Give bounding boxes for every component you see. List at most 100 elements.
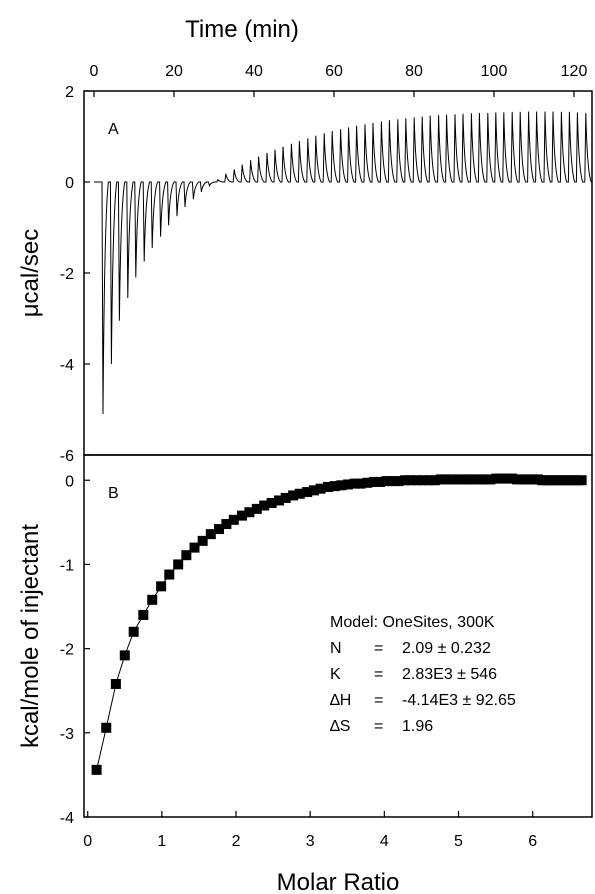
data-point [236, 510, 247, 521]
data-point [561, 475, 572, 486]
k-value: 2.83E3 ± 546 [402, 666, 497, 683]
data-point [506, 473, 517, 484]
data-point [336, 480, 347, 491]
bottom-x-tick-label: 6 [528, 833, 537, 850]
data-point [440, 474, 451, 485]
data-point [349, 478, 360, 489]
dh-value: -4.14E3 ± 92.65 [402, 692, 516, 709]
data-point [537, 475, 548, 486]
panel-b-y-tick-label: -1 [60, 557, 74, 574]
data-point [381, 476, 392, 487]
data-point [368, 476, 379, 487]
data-point [91, 764, 102, 775]
panel-b-y-tick-label: -3 [60, 726, 74, 743]
ds-value: 1.96 [402, 718, 433, 735]
data-point [480, 474, 491, 485]
data-point [101, 722, 112, 733]
data-point [274, 495, 285, 506]
data-point [429, 475, 440, 486]
data-point [173, 559, 184, 570]
data-point [552, 475, 563, 486]
data-point [512, 474, 523, 485]
panel-a-y-axis-label: μcal/sec [17, 229, 44, 318]
data-point [411, 475, 422, 486]
data-point [280, 492, 291, 503]
data-point [156, 581, 167, 592]
data-point [221, 519, 232, 530]
data-point [517, 474, 528, 485]
dh-label: ∆H [330, 692, 351, 709]
data-point [189, 542, 200, 553]
data-point [164, 569, 175, 580]
thermogram-trace [94, 111, 592, 415]
top-x-tick-label: 80 [405, 63, 423, 80]
data-point [452, 474, 463, 485]
panel-b-label: B [108, 485, 119, 502]
data-point [294, 488, 305, 499]
data-point [110, 678, 121, 689]
data-point [435, 474, 446, 485]
bottom-x-tick-label: 2 [232, 833, 241, 850]
data-point [251, 503, 262, 514]
data-point [244, 507, 255, 518]
data-point [147, 594, 158, 605]
bottom-x-tick-label: 0 [83, 833, 92, 850]
data-point [329, 481, 340, 492]
top-x-tick-label: 20 [165, 63, 183, 80]
data-point [387, 476, 398, 487]
top-x-axis-label: Time (min) [185, 16, 299, 43]
data-point [393, 476, 404, 487]
panel-b-y-axis-ticks: 0 -1 -2 -3 -4 [60, 473, 90, 827]
data-point [463, 474, 474, 485]
top-x-tick-label: 100 [481, 63, 508, 80]
bottom-x-tick-label: 3 [306, 833, 315, 850]
fit-results-annotation: Model: OneSites, 300K N = 2.09 ± 0.232 K… [330, 614, 516, 735]
data-point [469, 474, 480, 485]
data-point [228, 514, 239, 525]
data-point [446, 474, 457, 485]
n-equals: = [374, 640, 383, 657]
top-x-tick-label: 40 [245, 63, 263, 80]
panel-a-frame [83, 90, 593, 456]
data-point [181, 550, 192, 561]
data-point [400, 475, 411, 486]
panel-b-frame [83, 454, 593, 818]
top-x-tick-label: 0 [90, 63, 99, 80]
data-point [197, 535, 208, 546]
data-point [259, 500, 270, 511]
model-text: Model: OneSites, 300K [330, 614, 495, 631]
panel-a-label: A [108, 121, 119, 138]
data-point [423, 475, 434, 486]
bottom-x-axis-ticks: 0 1 2 3 4 5 6 [83, 811, 537, 850]
data-point [315, 483, 326, 494]
data-point [362, 477, 373, 488]
data-point [266, 497, 277, 508]
ds-label: ∆S [330, 718, 350, 735]
data-point [119, 650, 130, 661]
data-point [496, 473, 507, 484]
data-point [322, 481, 333, 492]
data-point [542, 475, 553, 486]
bottom-x-tick-label: 1 [157, 833, 166, 850]
n-value: 2.09 ± 0.232 [402, 640, 491, 657]
dh-equals: = [374, 692, 383, 709]
data-point [343, 479, 354, 490]
data-point [475, 474, 486, 485]
data-point [527, 474, 538, 485]
ds-equals: = [374, 718, 383, 735]
panel-a-y-tick-label: 2 [65, 84, 74, 101]
data-point [128, 626, 139, 637]
panel-a-y-tick-label: -2 [60, 266, 74, 283]
data-point [308, 485, 319, 496]
data-point [522, 474, 533, 485]
panel-a-y-tick-label: -4 [60, 357, 74, 374]
panel-b-y-axis-label: kcal/mole of injectant [17, 524, 44, 748]
data-point [205, 529, 216, 540]
k-equals: = [374, 666, 383, 683]
data-points [91, 473, 587, 775]
data-point [485, 474, 496, 485]
data-point [138, 609, 149, 620]
data-point [213, 524, 224, 535]
bottom-x-tick-label: 4 [380, 833, 389, 850]
